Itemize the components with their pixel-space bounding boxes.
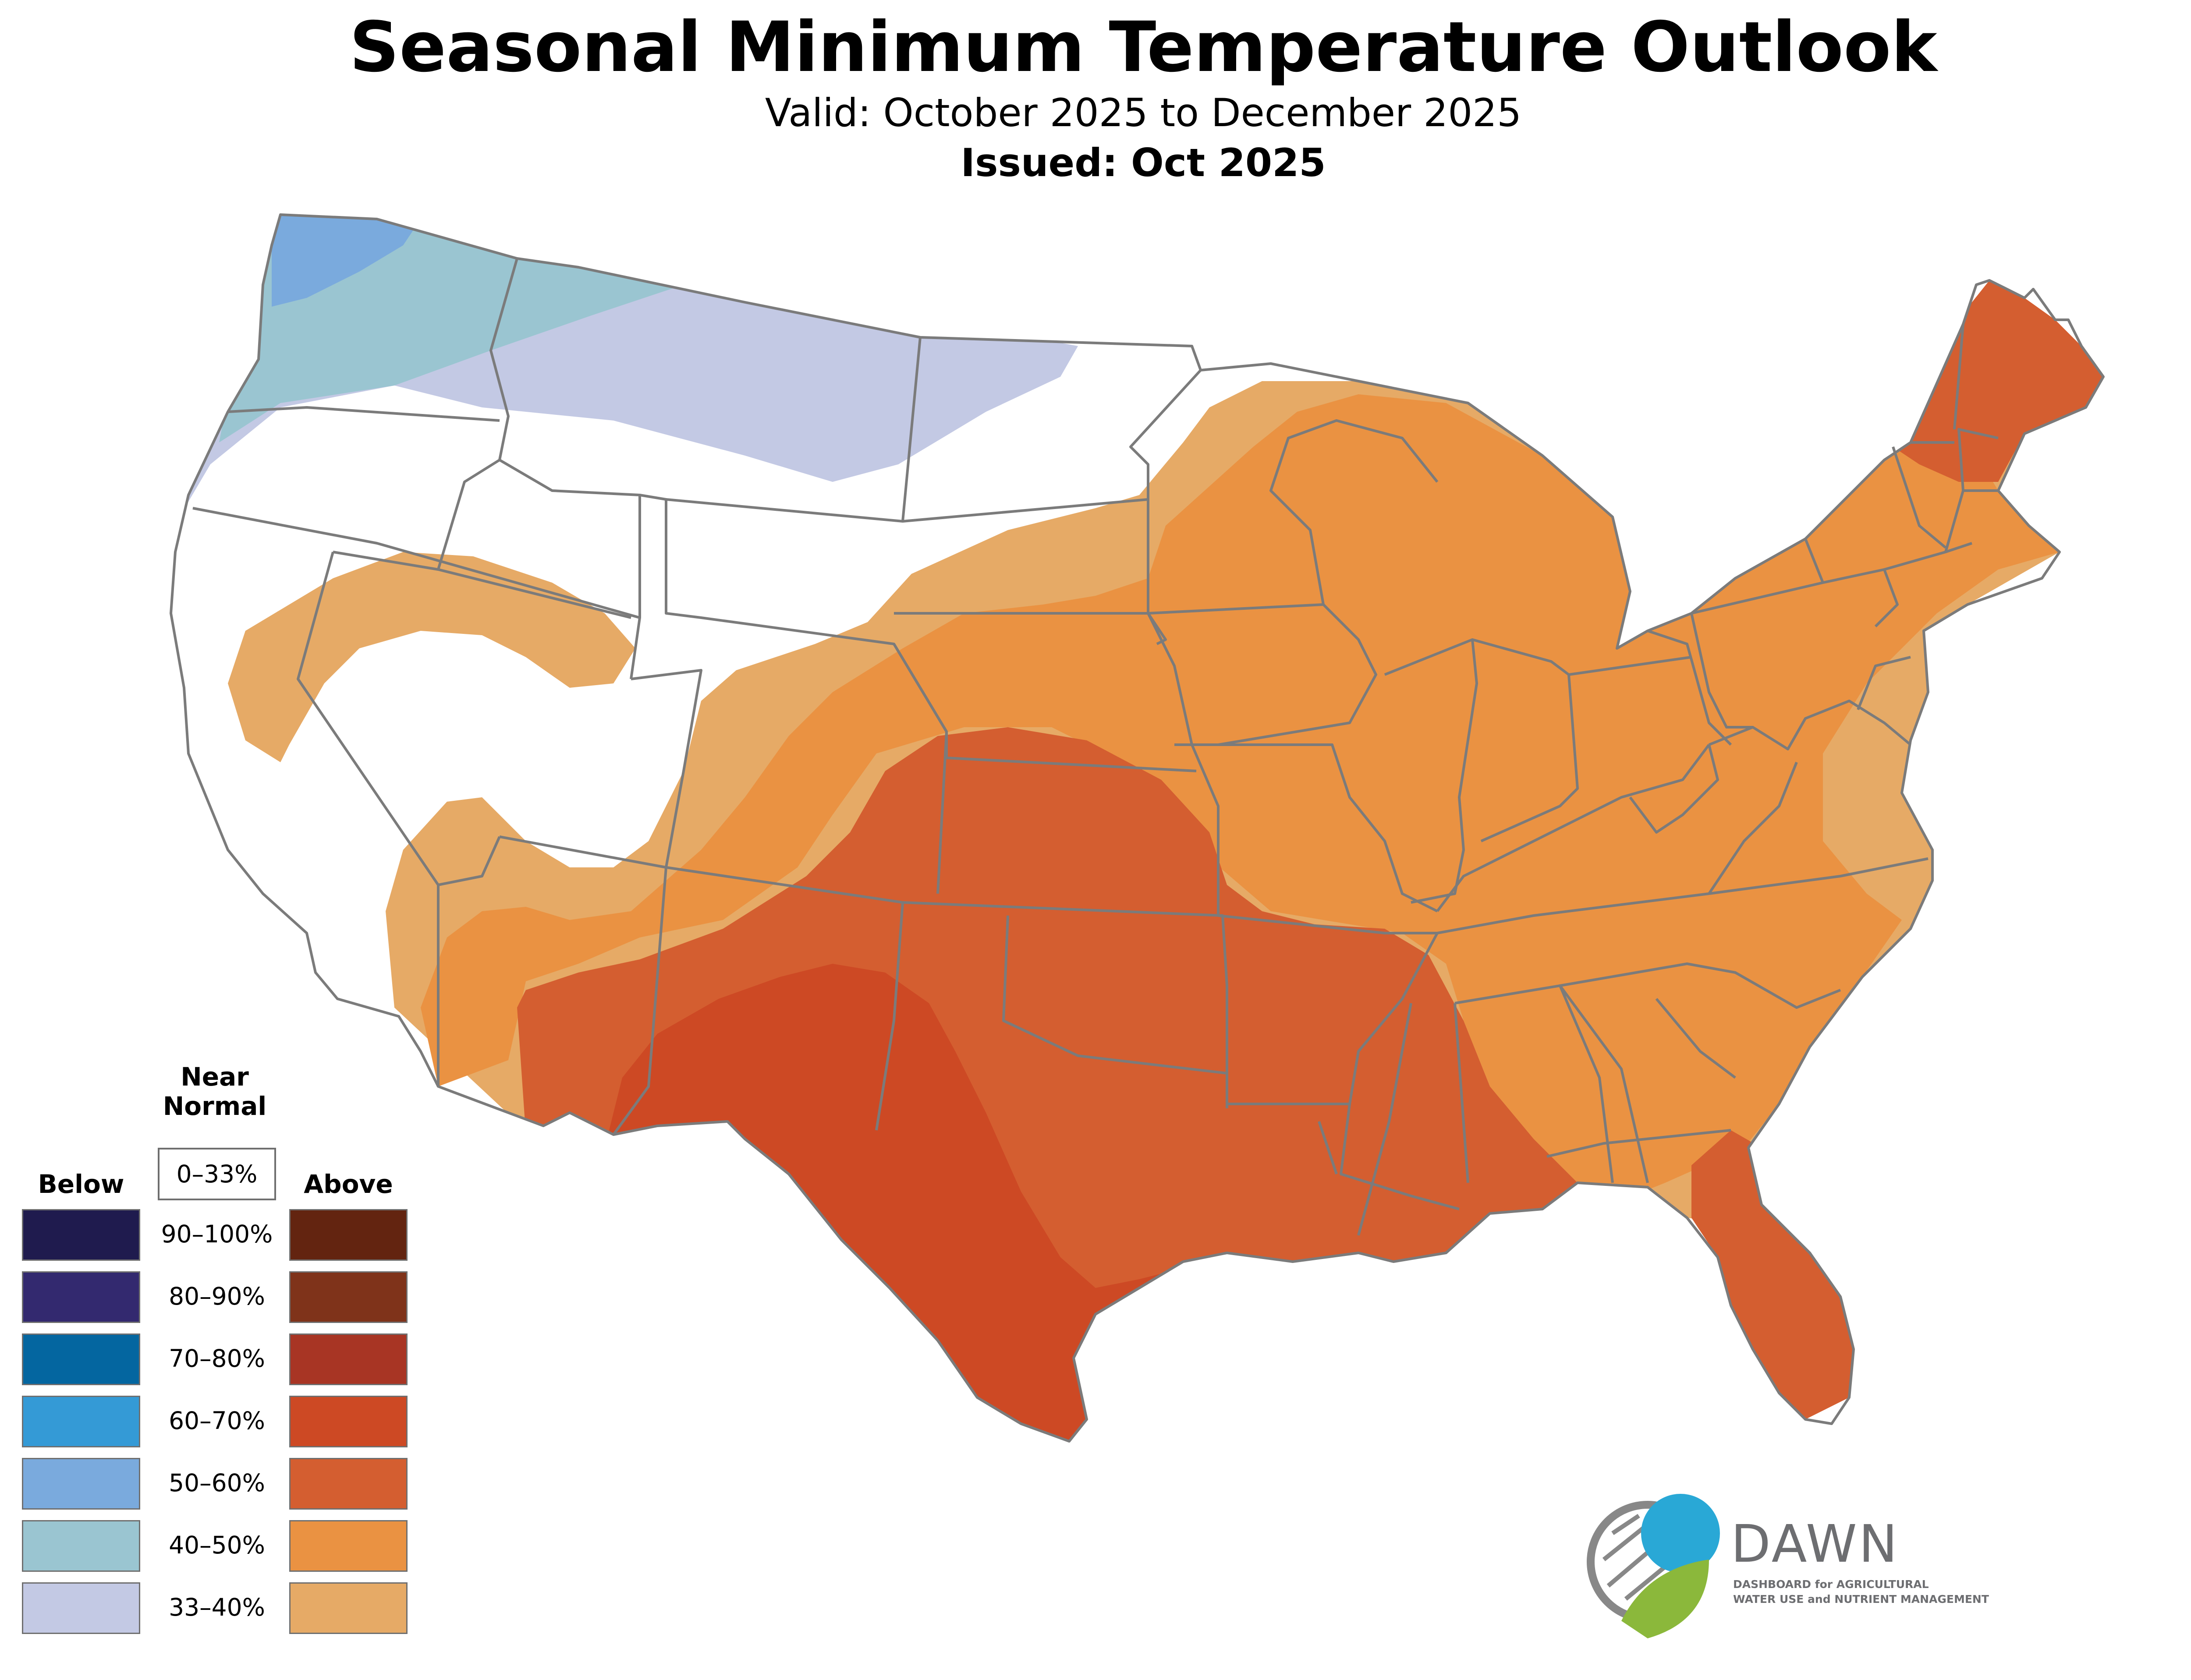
legend-below-swatch (22, 1396, 140, 1447)
legend-above-swatch (289, 1582, 408, 1634)
legend-above-swatch (289, 1396, 408, 1447)
logo-blue-drop (1641, 1494, 1720, 1573)
legend-near-normal-heading: Near Normal (163, 1062, 267, 1121)
legend-percent-label: 50–60% (169, 1469, 265, 1497)
legend-below-swatch (22, 1333, 140, 1385)
legend-above-swatch (289, 1520, 408, 1572)
legend-percent-label: 70–80% (169, 1344, 265, 1372)
logo-name: DAWN (1731, 1514, 1900, 1574)
legend-below-swatch (22, 1520, 140, 1572)
legend-below-heading: Below (38, 1169, 124, 1199)
legend-above-swatch (289, 1458, 408, 1510)
legend-percent-label: 40–50% (169, 1531, 265, 1559)
legend-percent-label: 33–40% (169, 1593, 265, 1621)
logo-line-2: WATER USE and NUTRIENT MANAGEMENT (1733, 1593, 1989, 1606)
region-above-40-50 (421, 394, 2060, 1209)
logo-line-1: DASHBOARD for AGRICULTURAL (1733, 1578, 1929, 1591)
valid-period: Valid: October 2025 to December 2025 (765, 90, 1522, 135)
legend-above-heading: Above (304, 1169, 393, 1199)
region-above-60-70 (605, 964, 1183, 1441)
legend-below-swatch (22, 1209, 140, 1261)
us-outline (170, 213, 2105, 1443)
legend-near-normal-box: 0–33% (158, 1148, 276, 1200)
logo-green-leaf (1621, 1560, 1709, 1638)
issued-date: Issued: Oct 2025 (961, 140, 1326, 185)
region-below-50-60-washington (272, 215, 421, 307)
logo-field-lines (1602, 1514, 1676, 1601)
legend-above-swatch (289, 1209, 408, 1261)
legend-below-swatch (22, 1271, 140, 1323)
legend-below-swatch (22, 1582, 140, 1634)
legend-above-swatch (289, 1271, 408, 1323)
legend-percent-label: 90–100% (161, 1220, 273, 1248)
state-borders (170, 213, 2105, 1443)
legend-above-swatch (289, 1333, 408, 1385)
dawn-logo-mark (1587, 1494, 1720, 1638)
map-title: Seasonal Minimum Temperature Outlook (349, 7, 1937, 88)
legend-below-swatch (22, 1458, 140, 1510)
legend-percent-label: 80–90% (169, 1282, 265, 1310)
legend-percent-label: 60–70% (169, 1407, 265, 1435)
